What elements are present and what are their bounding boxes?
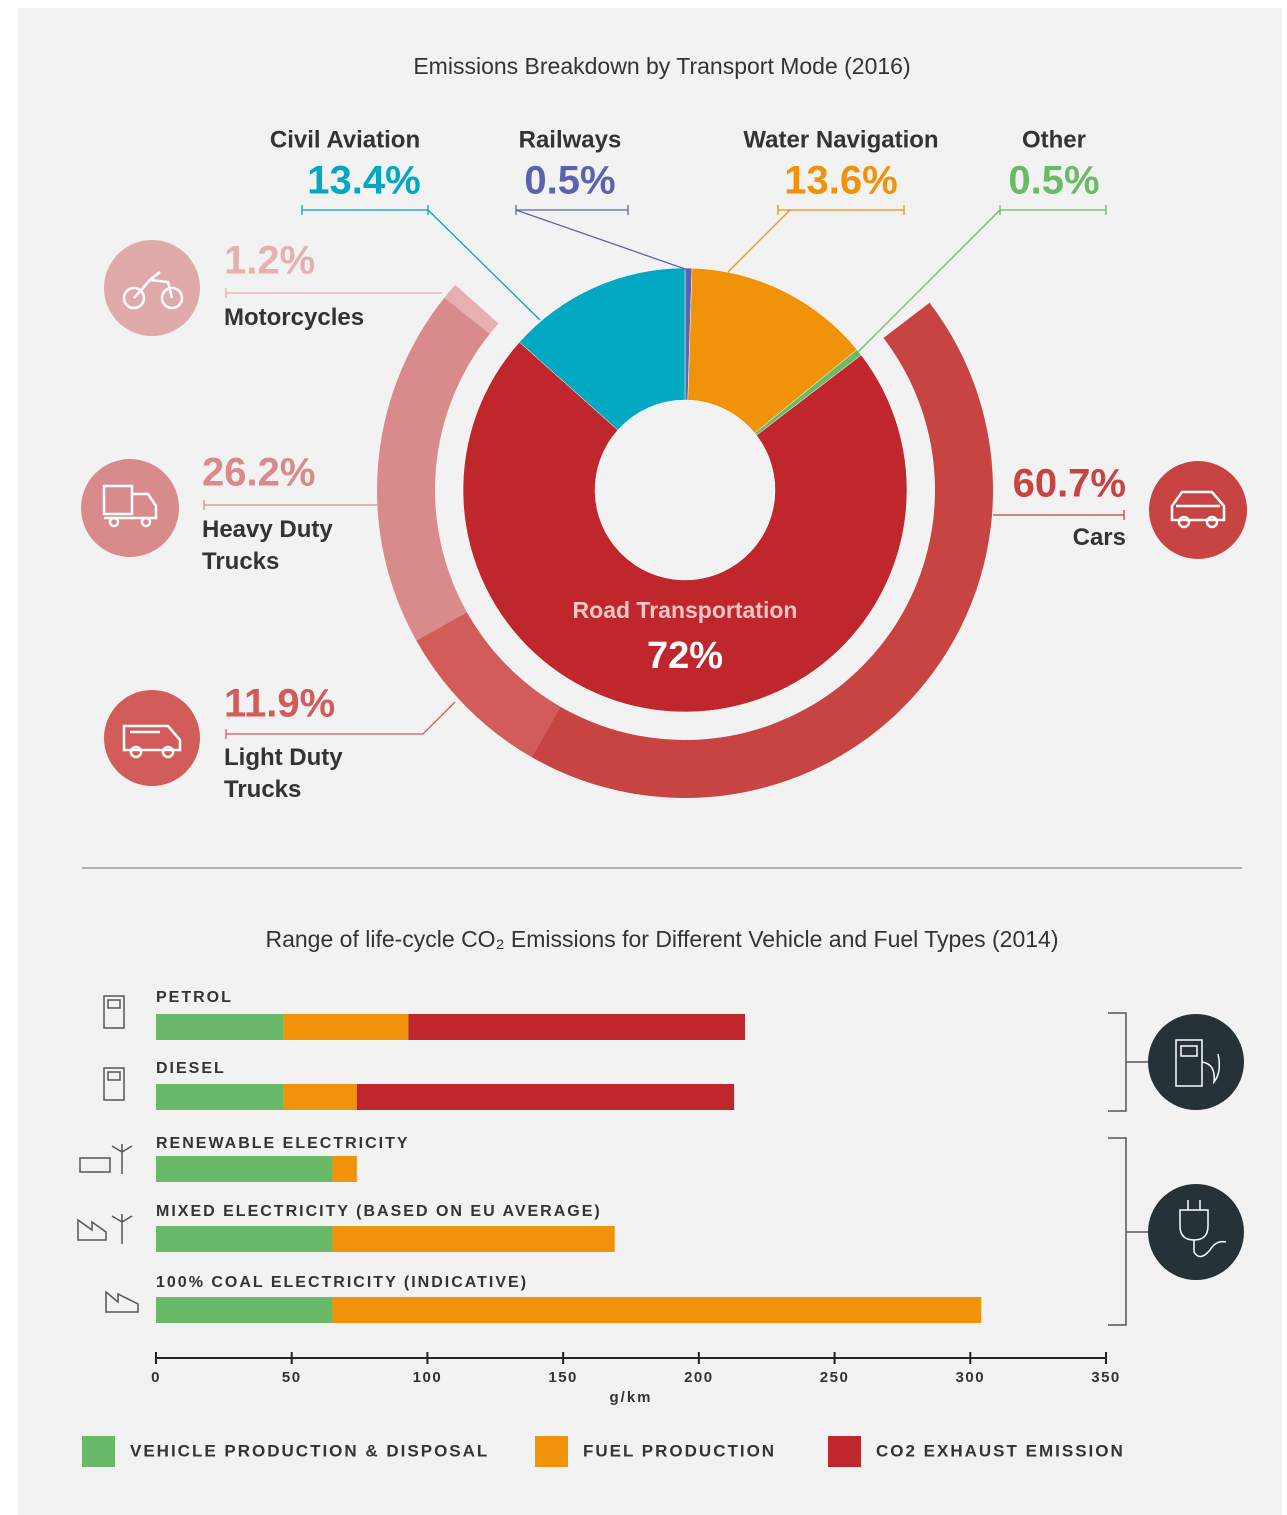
value-label: 0.5% [524,159,615,203]
bar-segment [156,1226,333,1252]
leader-line [727,205,905,273]
bar-segment [283,1084,357,1110]
value-label: 60.7% [1013,462,1126,506]
bar-segment [332,1297,982,1323]
category-label: DIESEL [156,1060,226,1077]
value-label: 1.2% [224,239,315,283]
leader-line [301,205,541,321]
category-label: Other [1022,126,1086,153]
legend-swatch [828,1436,861,1467]
x-tick-label: 200 [684,1369,714,1386]
leader-line [225,701,456,739]
category-label: Railways [519,126,622,153]
bar-segment [156,1297,333,1323]
category-label: Heavy Duty Trucks [202,516,333,575]
bar-segment [156,1156,333,1182]
icons [81,240,1247,786]
outer-ring-slice [377,297,490,641]
outer-ring-slice [531,302,994,798]
x-axis-label: g/km [609,1389,652,1406]
x-tick-label: 0 [151,1369,161,1386]
legend-swatch [535,1436,568,1467]
outer-ring-slice [444,284,499,334]
leader-line [857,205,1107,353]
category-label: PETROL [156,989,233,1006]
donut-slice [687,267,858,434]
bar-segment [408,1014,745,1040]
x-tick-label: 250 [820,1369,850,1386]
leader-line [203,500,378,510]
bar-icons [77,995,1244,1326]
legend-label: VEHICLE PRODUCTION & DISPOSAL [130,1441,489,1460]
category-label: Civil Aviation [270,126,420,153]
value-label: 11.9% [224,682,335,726]
center-value: 72% [647,635,723,677]
x-tick-label: 300 [956,1369,986,1386]
value-label: 13.4% [307,159,420,203]
value-label: 0.5% [1008,159,1099,203]
bar-segment [356,1084,735,1110]
legend-label: FUEL PRODUCTION [583,1441,776,1460]
category-label: Cars [1072,524,1126,551]
x-tick-label: 100 [413,1369,443,1386]
leader-line [515,205,689,271]
bar-segment [332,1226,615,1252]
legend-label: CO2 EXHAUST EMISSION [876,1441,1125,1460]
bar-segment [156,1014,284,1040]
donut-slice [519,267,686,431]
category-label: Motorcycles [224,304,365,331]
chart-title: Range of life-cycle CO₂ Emissions for Di… [265,926,1058,952]
leader-line [225,288,442,298]
value-label: 13.6% [784,159,897,203]
bar-segment [156,1084,284,1110]
category-label: 100% COAL ELECTRICITY (INDICATIVE) [156,1274,528,1291]
value-label: 26.2% [202,451,315,495]
leader-line [993,510,1125,520]
center-label: Road Transportation [573,597,798,623]
chart-title: Emissions Breakdown by Transport Mode (2… [413,53,910,79]
x-tick-label: 150 [548,1369,578,1386]
category-label: Light Duty Trucks [224,744,343,803]
bar-segment [332,1156,357,1182]
outer-ring-slice [416,612,561,758]
bar-segment [283,1014,409,1040]
x-tick-label: 350 [1091,1369,1121,1386]
legend-swatch [82,1436,115,1467]
category-label: MIXED ELECTRICITY (BASED ON EU AVERAGE) [156,1203,602,1220]
category-label: RENEWABLE ELECTRICITY [156,1135,410,1152]
category-label: Water Navigation [743,126,938,153]
x-tick-label: 50 [282,1369,302,1386]
